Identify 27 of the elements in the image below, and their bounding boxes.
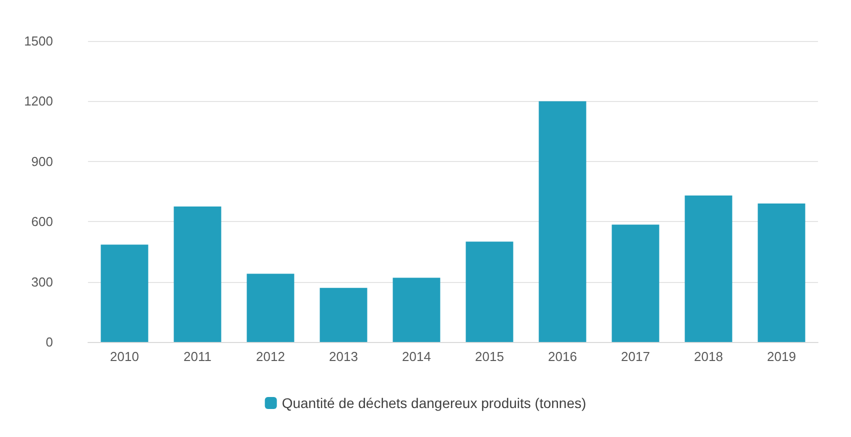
x-tick-label: 2019	[767, 349, 796, 364]
bar	[466, 242, 514, 342]
bar	[100, 244, 148, 342]
bar	[612, 224, 660, 342]
x-tick-label: 2015	[475, 349, 504, 364]
y-tick-label: 1200	[24, 94, 53, 109]
bar	[684, 196, 732, 342]
y-tick-label: 900	[31, 154, 53, 169]
y-tick-label: 1500	[24, 34, 53, 48]
y-tick-label: 600	[31, 214, 53, 230]
bar	[174, 206, 222, 342]
bar	[392, 278, 440, 342]
x-tick-label: 2016	[548, 349, 577, 364]
x-tick-label: 2011	[184, 349, 212, 364]
x-tick-label: 2013	[329, 349, 358, 364]
x-tick-label: 2012	[256, 349, 285, 364]
legend-label: Quantité de déchets dangereux produits (tonnes)	[282, 395, 586, 411]
x-tick-label: 2010	[110, 349, 139, 364]
bar	[320, 288, 368, 342]
y-tick-label: 300	[31, 274, 53, 290]
bar	[246, 274, 294, 342]
x-tick-label: 2018	[694, 349, 723, 364]
bar	[538, 101, 586, 342]
bar	[758, 204, 806, 342]
y-tick-label: 0	[46, 334, 53, 350]
x-tick-label: 2014	[402, 349, 431, 364]
x-tick-label: 2017	[621, 349, 650, 364]
